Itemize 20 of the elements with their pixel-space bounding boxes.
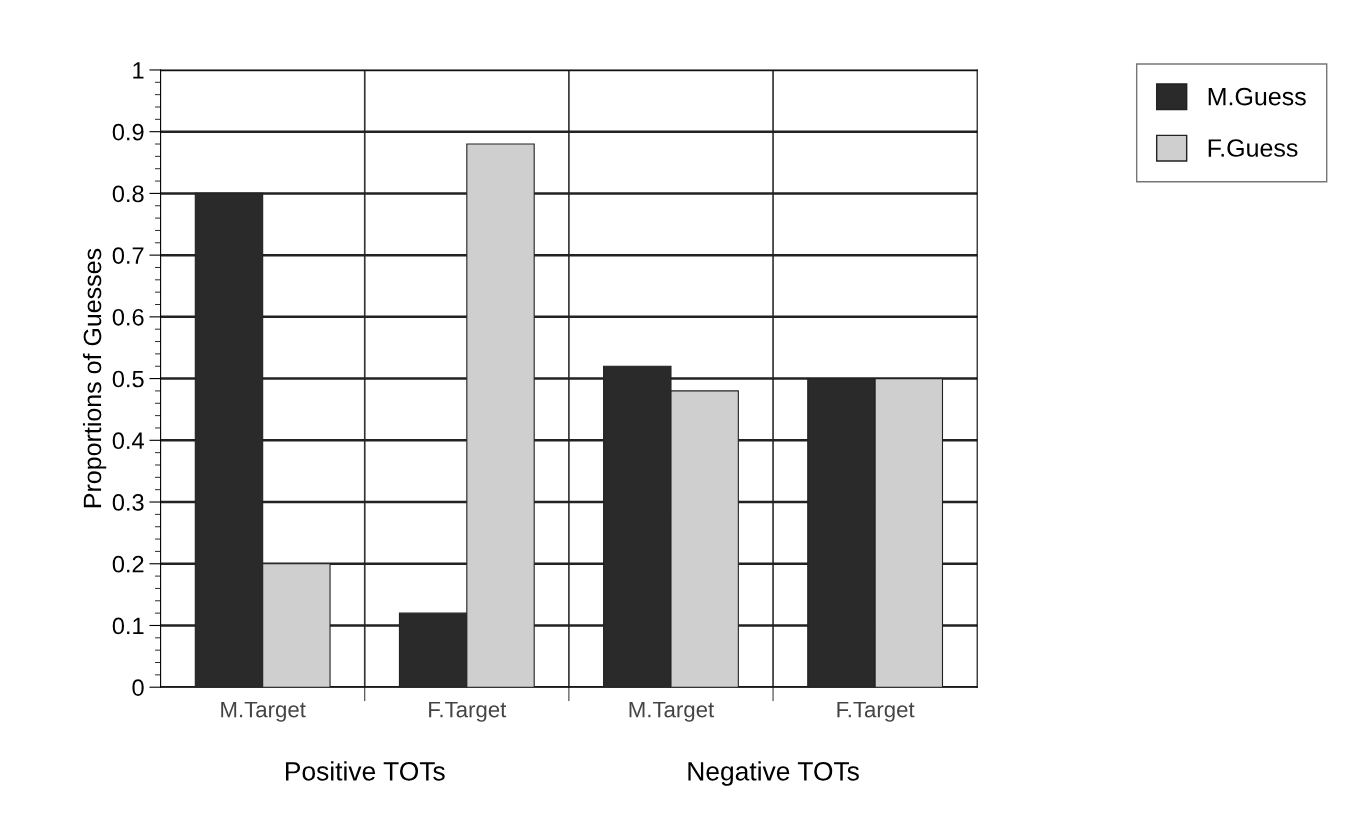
x-tick-label: F.Target	[837, 701, 915, 722]
y-tick-label: 0.2	[112, 555, 144, 573]
y-tick-label: 0.7	[112, 247, 144, 264]
y-tick-label: 0.6	[112, 308, 144, 326]
y-tick-label: 0	[132, 679, 144, 696]
legend-label: F.Guess	[1208, 139, 1298, 157]
legend-label: M.Guess	[1208, 87, 1306, 106]
text: Negative TOTs	[688, 761, 859, 786]
x-tick-label: F.Target	[429, 701, 507, 722]
y-tick-label: 1	[133, 62, 144, 79]
y-axis-title: Proportions of Guesses	[82, 248, 107, 508]
y-tick-label: 0.8	[112, 185, 144, 203]
y-tick-label: 0.3	[112, 494, 144, 511]
x-tick-label: M.Target	[629, 701, 715, 722]
y-tick-label: 0.4	[112, 432, 144, 450]
y-tick-label: 0.9	[112, 123, 144, 141]
x-tick-label: M.Target	[221, 701, 306, 722]
text: Positive TOTs	[286, 761, 445, 781]
y-tick-label: 0.1	[112, 617, 144, 635]
y-tick-label: 0.5	[112, 370, 144, 388]
